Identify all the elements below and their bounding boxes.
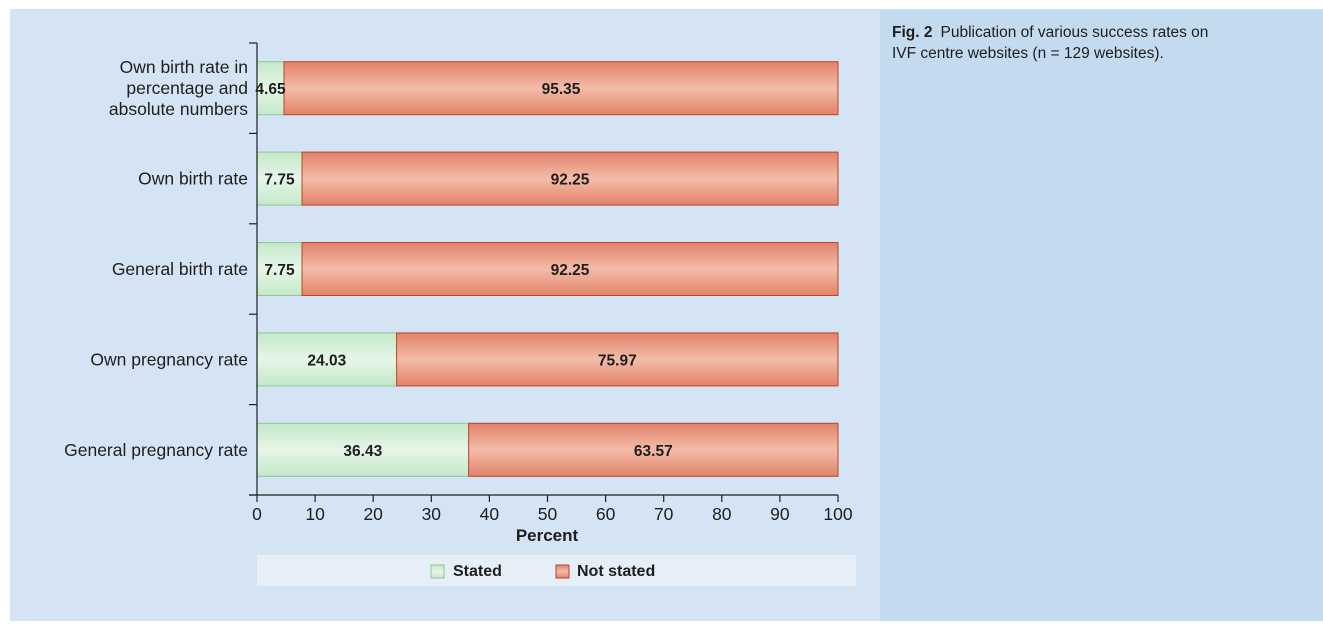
category-label-2: General birth rate — [112, 259, 248, 279]
x-tick-label-10: 100 — [823, 504, 852, 524]
data-label-stated-3: 24.03 — [307, 352, 346, 369]
legend-swatch-not-stated — [555, 564, 570, 579]
figure-caption: Fig. 2 Publication of various success rat… — [892, 22, 1222, 64]
category-label-3: Own pregnancy rate — [90, 349, 248, 369]
bar-stated-2 — [256, 242, 303, 296]
category-label-4: General pregnancy rate — [64, 440, 248, 460]
data-label-not-stated-0: 95.35 — [542, 81, 581, 98]
x-tick-label-6: 60 — [596, 504, 616, 524]
x-tick-label-0: 0 — [252, 504, 262, 524]
bar-not-stated-4 — [468, 422, 839, 477]
data-label-stated-4: 36.43 — [343, 443, 382, 460]
x-tick-label-3: 30 — [422, 504, 442, 524]
data-label-not-stated-1: 92.25 — [551, 172, 590, 189]
legend-label-not-stated: Not stated — [577, 563, 655, 580]
x-tick-label-8: 80 — [712, 504, 732, 524]
data-label-stated-1: 7.75 — [264, 172, 295, 189]
x-tick-label-1: 10 — [305, 504, 325, 524]
data-label-not-stated-4: 63.57 — [634, 443, 673, 460]
data-label-not-stated-2: 92.25 — [551, 262, 590, 279]
x-tick-label-7: 70 — [654, 504, 674, 524]
legend-swatch-stated — [430, 564, 445, 579]
x-tick-label-4: 40 — [480, 504, 500, 524]
figure: 4.65 95.35 Own birth rate in percentage and… — [10, 9, 1323, 621]
chart: 4.65 95.35 Own birth rate in percentage and… — [64, 42, 856, 586]
data-label-not-stated-3: 75.97 — [598, 352, 637, 369]
category-label-0: Own birth rate in percentage and absolute … — [109, 57, 248, 119]
figure-label: Fig. 2 — [892, 24, 933, 41]
caption-text: Publication of various success rates on … — [892, 24, 1209, 62]
legend-label-stated: Stated — [453, 563, 502, 580]
x-axis-title: Percent — [516, 526, 579, 545]
data-label-stated-2: 7.75 — [264, 262, 295, 279]
bar-stated-3 — [256, 332, 398, 387]
x-tick-label-9: 90 — [770, 504, 790, 524]
bar-not-stated-0 — [283, 61, 839, 116]
category-label-1: Own birth rate — [138, 169, 248, 189]
data-label-stated-0: 4.65 — [255, 81, 286, 98]
bar-not-stated-1 — [301, 151, 839, 206]
x-tick-label-5: 50 — [538, 504, 558, 524]
bar-stated-1 — [256, 151, 303, 206]
bar-not-stated-3 — [396, 332, 839, 387]
caption-panel: Fig. 2 Publication of various success rat… — [880, 9, 1323, 621]
bar-not-stated-2 — [301, 242, 839, 296]
x-tick-label-2: 20 — [363, 504, 383, 524]
